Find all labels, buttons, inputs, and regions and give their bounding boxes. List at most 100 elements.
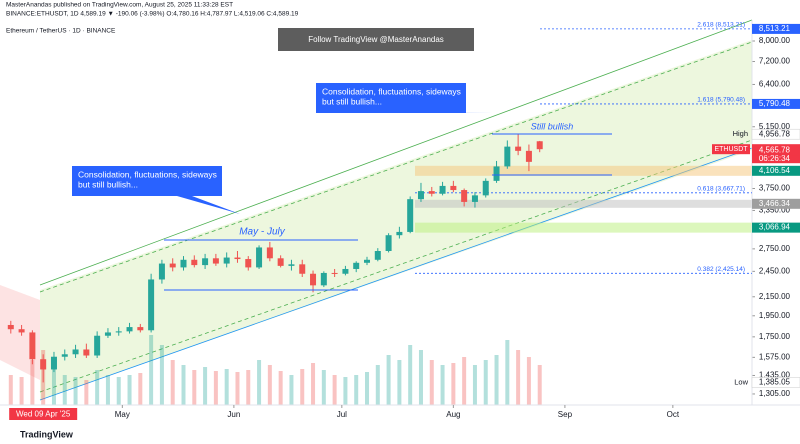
volume-bar bbox=[300, 369, 305, 405]
volume-bar bbox=[116, 377, 121, 405]
x-tick-label: Sep bbox=[558, 410, 573, 419]
volume-bar bbox=[472, 365, 477, 405]
ohlc-line: BINANCE:ETHUSDT, 1D 4,589.19 ▼ -190.06 (… bbox=[6, 11, 299, 18]
channel-top bbox=[39, 19, 753, 286]
fib-label: 2.618 (8,513.21) bbox=[697, 22, 745, 29]
volume-bar bbox=[483, 360, 488, 405]
volume-bar bbox=[397, 360, 402, 405]
volume-bar bbox=[84, 380, 89, 405]
candle-body bbox=[18, 329, 25, 333]
volume-bar bbox=[235, 372, 240, 405]
candle-body bbox=[482, 180, 489, 196]
price-tag: High bbox=[733, 129, 748, 138]
y-tick-label: 1,305.00 bbox=[759, 389, 791, 398]
volume-bar bbox=[127, 375, 132, 405]
price-label: 5,790.48 bbox=[759, 99, 791, 108]
volume-bar bbox=[51, 365, 56, 405]
candle-body bbox=[310, 273, 317, 286]
y-tick-label: 1,575.00 bbox=[759, 352, 791, 361]
callout-text: Consolidation, fluctuations, sideways bbox=[78, 169, 217, 179]
volume-bar bbox=[332, 375, 337, 405]
y-tick-label: 1,435.00 bbox=[759, 371, 791, 380]
candle-body bbox=[385, 235, 392, 251]
price-label-bg bbox=[752, 145, 800, 156]
volume-bar bbox=[505, 340, 510, 405]
price-label-bg bbox=[752, 23, 800, 34]
y-tick-label: 7,200.00 bbox=[759, 57, 791, 66]
candle-body bbox=[61, 354, 68, 357]
candle-body bbox=[148, 279, 155, 331]
volume-bar bbox=[451, 363, 456, 405]
volume-bar bbox=[203, 367, 208, 405]
volume-bar bbox=[418, 350, 423, 405]
candle-body bbox=[180, 259, 187, 268]
volume-bar bbox=[462, 357, 467, 405]
price-zone bbox=[415, 165, 752, 176]
volume-bar bbox=[354, 375, 359, 405]
volume-bar bbox=[537, 365, 542, 405]
price-label: 3,466.34 bbox=[759, 199, 791, 208]
footer-logo: TradingView bbox=[20, 429, 74, 439]
candle-body bbox=[191, 259, 198, 266]
countdown: 06:26:34 bbox=[759, 154, 791, 163]
candle-body bbox=[169, 263, 176, 268]
candle-body bbox=[126, 327, 133, 332]
candle-body bbox=[40, 359, 47, 370]
x-tick-label: Jun bbox=[227, 410, 240, 419]
banner-bg bbox=[278, 28, 474, 51]
fib-label: 0.382 (2,425.14) bbox=[697, 266, 745, 273]
candle-body bbox=[104, 332, 111, 336]
volume-bar bbox=[246, 370, 251, 405]
volume-bar bbox=[516, 350, 521, 405]
countdown-bg bbox=[752, 154, 800, 164]
candle-body bbox=[115, 331, 122, 333]
price-label-bg bbox=[752, 222, 800, 233]
candle-body bbox=[417, 191, 424, 200]
fib-label: 1.618 (5,790.48) bbox=[697, 97, 745, 104]
y-tick-label: 2,750.00 bbox=[759, 244, 791, 253]
candle-body bbox=[331, 272, 338, 274]
volume-bar bbox=[149, 335, 154, 405]
candle-body bbox=[234, 257, 241, 260]
price-label-bg bbox=[751, 377, 800, 388]
candle-body bbox=[245, 259, 252, 268]
volume-bar bbox=[257, 360, 262, 405]
callout-text: but still bullish... bbox=[78, 179, 138, 189]
candle-body bbox=[266, 247, 273, 259]
price-label: 8,513.21 bbox=[759, 24, 791, 33]
price-label-bg bbox=[752, 98, 800, 109]
candle-body bbox=[94, 335, 101, 356]
candle-body bbox=[29, 332, 36, 360]
candle-body bbox=[7, 324, 14, 330]
callout-bubble bbox=[72, 166, 240, 214]
y-tick-label: 3,750.00 bbox=[759, 184, 791, 193]
volume-bar bbox=[278, 371, 283, 405]
volume-bar bbox=[365, 372, 370, 405]
volume-bar bbox=[408, 345, 413, 405]
callout-text: Consolidation, fluctuations, sideways bbox=[322, 86, 461, 96]
candle-body bbox=[461, 190, 468, 202]
y-tick-label: 8,000.00 bbox=[759, 36, 791, 45]
candle-body bbox=[158, 263, 165, 280]
candle-body bbox=[137, 327, 144, 331]
volume-bar bbox=[170, 360, 175, 405]
volume-bar bbox=[95, 370, 100, 405]
candle-body bbox=[72, 349, 79, 355]
volume-bar bbox=[321, 370, 326, 405]
volume-bar bbox=[311, 363, 316, 405]
y-tick-label: 2,150.00 bbox=[759, 292, 791, 301]
candle-body bbox=[342, 268, 349, 274]
price-label: 1,385.05 bbox=[759, 377, 791, 386]
candle-body bbox=[364, 259, 371, 263]
volume-bar bbox=[19, 377, 24, 405]
candle-body bbox=[202, 258, 209, 266]
candle-body bbox=[320, 272, 327, 286]
candle-body bbox=[353, 262, 360, 269]
volume-bar bbox=[289, 375, 294, 405]
y-tick-label: 1,750.00 bbox=[759, 332, 791, 341]
y-tick-label: 1,950.00 bbox=[759, 311, 791, 320]
channel-fill bbox=[40, 40, 752, 400]
volume-bar bbox=[73, 377, 78, 405]
volume-bar bbox=[224, 369, 229, 405]
